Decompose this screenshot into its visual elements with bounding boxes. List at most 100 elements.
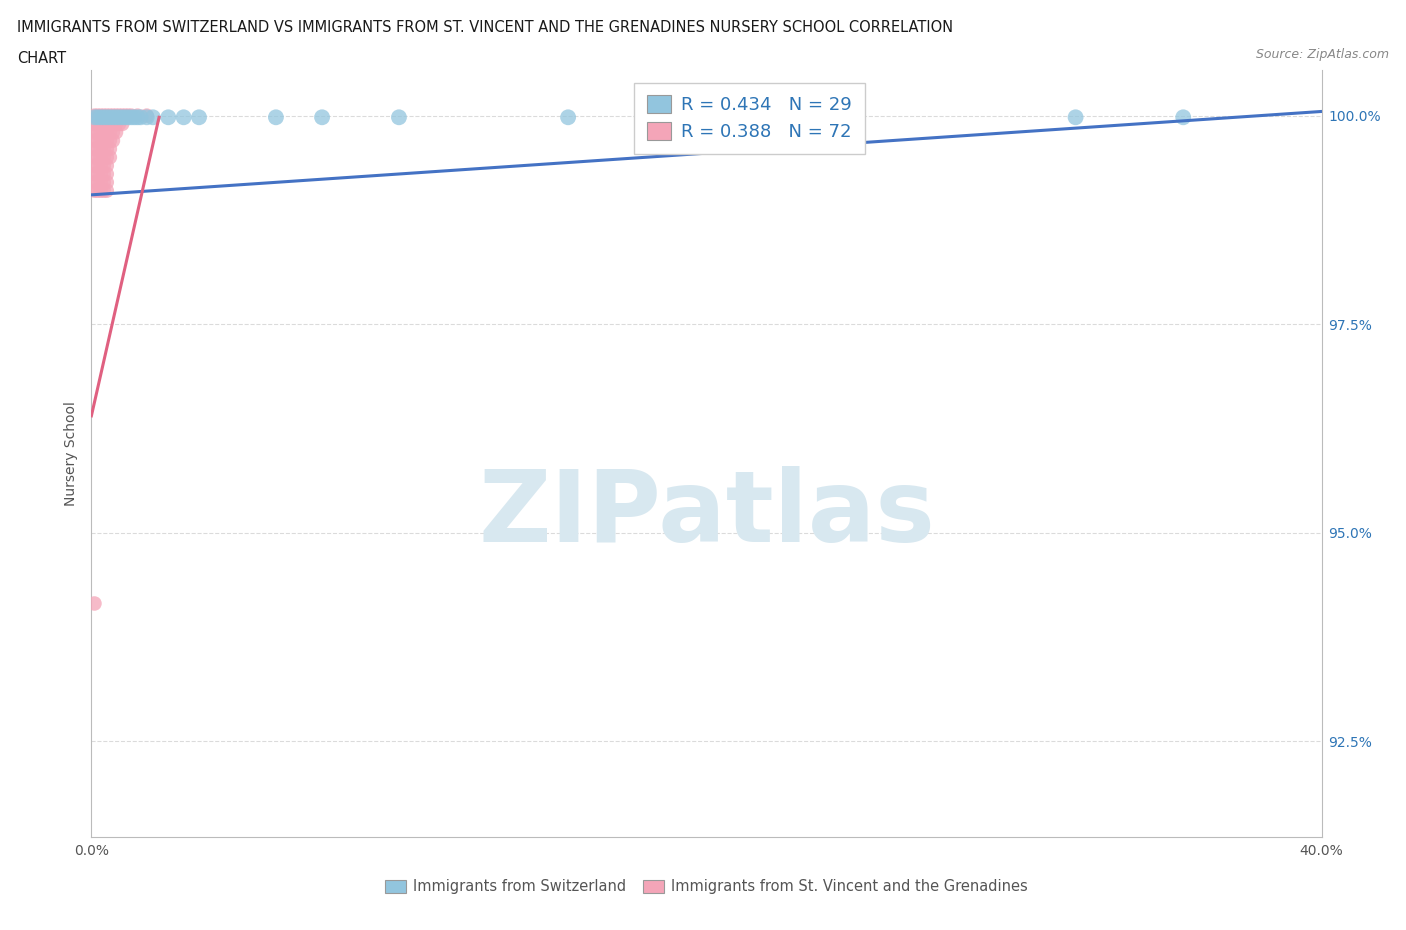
Point [93, 141, 115, 156]
Point [93, 116, 115, 131]
Point [90, 166, 112, 181]
Text: ZIPatlas: ZIPatlas [478, 466, 935, 564]
Point [142, 110, 165, 125]
Point [93, 175, 115, 190]
Point [86, 158, 108, 173]
Point [90, 158, 112, 173]
Point [135, 110, 157, 125]
Point [90, 125, 112, 140]
Point [105, 125, 127, 140]
Point [818, 110, 841, 125]
Point [108, 110, 131, 125]
Point [117, 108, 139, 123]
Point [93, 133, 115, 148]
Point [83, 596, 105, 611]
Point [96, 125, 118, 140]
Point [93, 108, 115, 123]
Point [311, 110, 333, 125]
Point [83, 175, 105, 190]
Point [129, 110, 152, 125]
Point [111, 108, 134, 123]
Point [93, 125, 115, 140]
Point [86, 108, 108, 123]
Point [83, 183, 105, 198]
Point [83, 141, 105, 156]
Point [264, 110, 287, 125]
Y-axis label: Nursery School: Nursery School [65, 401, 79, 506]
Point [111, 116, 134, 131]
Point [90, 175, 112, 190]
Point [86, 125, 108, 140]
Point [86, 116, 108, 131]
Point [108, 116, 131, 131]
Point [105, 110, 127, 125]
Point [98, 133, 121, 148]
Point [86, 110, 108, 125]
Point [90, 150, 112, 165]
Point [83, 116, 105, 131]
Point [90, 108, 112, 123]
Point [83, 110, 105, 125]
Point [101, 116, 124, 131]
Point [557, 110, 579, 125]
Point [157, 110, 180, 125]
Point [93, 183, 115, 198]
Text: CHART: CHART [17, 51, 66, 66]
Point [1173, 110, 1195, 125]
Point [96, 133, 118, 148]
Point [90, 141, 112, 156]
Point [83, 133, 105, 148]
Point [90, 133, 112, 148]
Point [127, 108, 149, 123]
Point [120, 110, 142, 125]
Point [90, 116, 112, 131]
Point [173, 110, 195, 125]
Point [108, 108, 131, 123]
Point [93, 166, 115, 181]
Point [101, 108, 124, 123]
Point [83, 158, 105, 173]
Point [83, 108, 105, 123]
Point [86, 141, 108, 156]
Point [101, 125, 124, 140]
Point [105, 116, 127, 131]
Point [120, 108, 142, 123]
Point [86, 183, 108, 198]
Point [114, 110, 136, 125]
Text: IMMIGRANTS FROM SWITZERLAND VS IMMIGRANTS FROM ST. VINCENT AND THE GRENADINES NU: IMMIGRANTS FROM SWITZERLAND VS IMMIGRANT… [17, 20, 953, 35]
Point [96, 116, 118, 131]
Point [98, 150, 121, 165]
Point [96, 110, 118, 125]
Point [96, 166, 118, 181]
Point [98, 110, 121, 125]
Point [101, 110, 124, 125]
Point [83, 166, 105, 181]
Point [114, 108, 136, 123]
Point [388, 110, 411, 125]
Point [96, 183, 118, 198]
Point [90, 110, 112, 125]
Point [98, 116, 121, 131]
Point [117, 110, 139, 125]
Point [86, 133, 108, 148]
Legend: Immigrants from Switzerland, Immigrants from St. Vincent and the Grenadines: Immigrants from Switzerland, Immigrants … [380, 873, 1033, 900]
Point [98, 108, 121, 123]
Point [98, 125, 121, 140]
Point [98, 141, 121, 156]
Point [96, 108, 118, 123]
Point [96, 141, 118, 156]
Point [93, 158, 115, 173]
Point [83, 125, 105, 140]
Point [96, 158, 118, 173]
Text: Source: ZipAtlas.com: Source: ZipAtlas.com [1256, 48, 1389, 61]
Point [127, 110, 149, 125]
Point [725, 110, 748, 125]
Point [86, 150, 108, 165]
Point [96, 175, 118, 190]
Point [83, 150, 105, 165]
Point [101, 133, 124, 148]
Point [188, 110, 211, 125]
Point [124, 110, 146, 125]
Point [111, 110, 134, 125]
Point [1064, 110, 1087, 125]
